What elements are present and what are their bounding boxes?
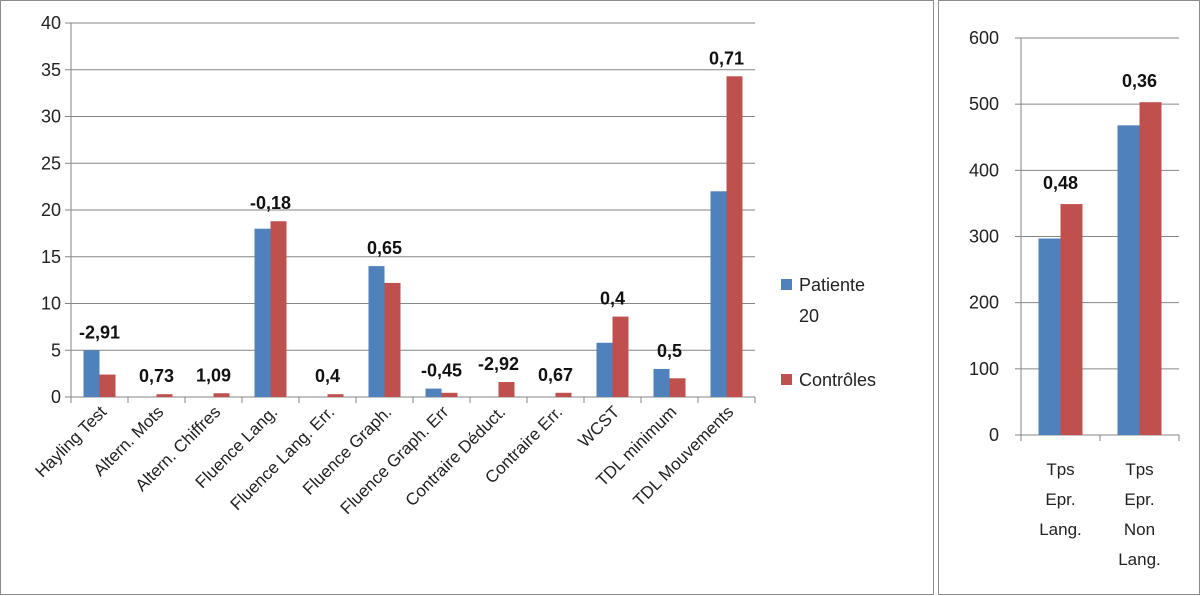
data-label: 0,4 bbox=[315, 366, 340, 386]
data-label: -2,91 bbox=[79, 322, 120, 342]
data-label: 0,36 bbox=[1122, 71, 1157, 91]
y-tick-label: 5 bbox=[51, 340, 61, 360]
y-tick-label: 400 bbox=[969, 160, 999, 180]
data-label: 0,48 bbox=[1043, 173, 1078, 193]
y-tick-label: 25 bbox=[41, 153, 61, 173]
y-tick-label: 35 bbox=[41, 60, 61, 80]
y-tick-label: 15 bbox=[41, 247, 61, 267]
bar-patiente bbox=[1038, 238, 1061, 435]
bar-controles bbox=[669, 378, 686, 397]
x-category-label: Non bbox=[1124, 520, 1155, 539]
bar-controles bbox=[1139, 102, 1162, 435]
x-category-label: Fluence Lang. Err. bbox=[227, 402, 339, 514]
y-tick-label: 10 bbox=[41, 294, 61, 314]
y-tick-label: 40 bbox=[41, 13, 61, 33]
bar-controles bbox=[555, 392, 572, 397]
legend-swatch-controles bbox=[781, 374, 792, 385]
x-category-label: Tps bbox=[1125, 460, 1153, 479]
x-category-label: Lang. bbox=[1118, 550, 1161, 569]
data-label: 0,4 bbox=[600, 289, 625, 309]
y-tick-label: 500 bbox=[969, 94, 999, 114]
legend-label-patiente: Patiente bbox=[799, 275, 865, 295]
bar-controles bbox=[498, 382, 515, 397]
x-category-label: Fluence Graph. Err bbox=[337, 402, 453, 518]
y-tick-label: 30 bbox=[41, 107, 61, 127]
y-tick-label: 200 bbox=[969, 293, 999, 313]
y-tick-label: 600 bbox=[969, 28, 999, 48]
legend-label-controles: Contrôles bbox=[799, 370, 876, 390]
bar-patiente bbox=[368, 266, 385, 397]
bar-controles bbox=[327, 394, 344, 397]
y-tick-label: 0 bbox=[51, 387, 61, 407]
time-bar-chart: 0 100 200 300 400 500 600 0,48 Tps Epr. Lang. 0,36 T… bbox=[969, 28, 1180, 569]
data-label: 0,73 bbox=[139, 366, 174, 386]
data-label: -0,18 bbox=[250, 193, 291, 213]
bar-patiente bbox=[83, 350, 100, 397]
x-category-label: Lang. bbox=[1039, 520, 1082, 539]
x-category-label: WCST bbox=[575, 402, 624, 451]
data-label: 0,65 bbox=[367, 238, 402, 258]
legend-swatch-patiente bbox=[781, 279, 792, 290]
bar-patiente bbox=[254, 228, 271, 397]
data-label: 1,09 bbox=[196, 365, 231, 385]
x-category-label: Tps bbox=[1046, 460, 1074, 479]
y-tick-label: 0 bbox=[989, 425, 999, 445]
legend-label-patiente: 20 bbox=[799, 306, 819, 326]
bar-controles bbox=[1060, 204, 1083, 435]
data-label: -2,92 bbox=[478, 354, 519, 374]
y-tick-label: 100 bbox=[969, 359, 999, 379]
data-label: -0,45 bbox=[421, 361, 462, 381]
bar-controles bbox=[156, 394, 173, 397]
main-chart-panel: 0 5 10 15 20 25 30 35 40 -2,91 Hayling Test 0,73 Alt… bbox=[0, 0, 934, 595]
x-category-label: Epr. bbox=[1045, 490, 1075, 509]
bar-controles bbox=[612, 316, 629, 397]
data-label: 0,5 bbox=[657, 341, 682, 361]
bar-patiente bbox=[710, 191, 727, 397]
bar-patiente bbox=[425, 388, 442, 397]
x-category-label: Contraire Déduct. bbox=[402, 402, 510, 510]
bar-patiente bbox=[653, 368, 670, 397]
bar-controles bbox=[270, 221, 287, 397]
bar-controles bbox=[441, 392, 458, 397]
y-tick-label: 20 bbox=[41, 200, 61, 220]
bar-controles bbox=[726, 76, 743, 398]
time-chart-panel: 0 100 200 300 400 500 600 0,48 Tps Epr. Lang. 0,36 T… bbox=[938, 0, 1200, 595]
bar-patiente bbox=[1117, 125, 1140, 435]
bar-controles bbox=[384, 282, 401, 397]
bar-controles bbox=[213, 393, 230, 397]
bar-patiente bbox=[596, 342, 613, 397]
data-label: 0,71 bbox=[709, 48, 744, 68]
x-category-label: Epr. bbox=[1124, 490, 1154, 509]
data-label: 0,67 bbox=[538, 365, 573, 385]
x-category-label: TDL Mouvements bbox=[629, 402, 737, 510]
y-tick-label: 300 bbox=[969, 227, 999, 247]
bar-controles bbox=[99, 374, 116, 397]
